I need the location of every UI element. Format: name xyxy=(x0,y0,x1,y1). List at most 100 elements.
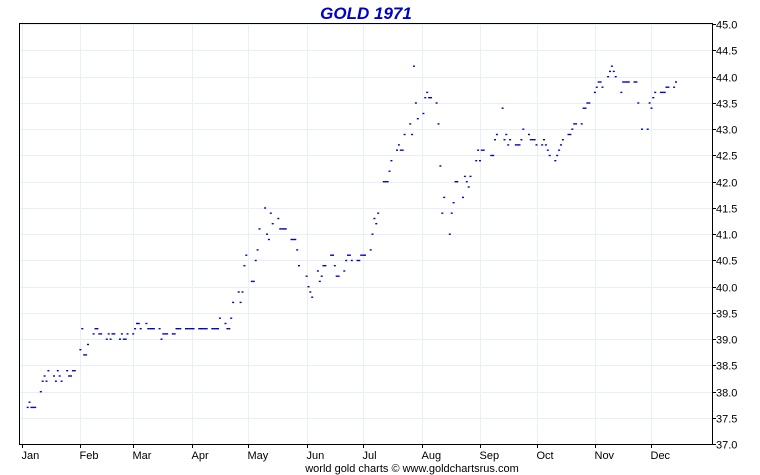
data-point xyxy=(541,144,544,146)
data-point xyxy=(330,254,333,256)
data-point xyxy=(26,406,29,409)
data-point xyxy=(633,81,636,83)
data-point xyxy=(675,81,677,83)
data-point xyxy=(179,328,182,330)
data-point xyxy=(614,76,617,78)
data-point xyxy=(659,91,662,94)
data-point xyxy=(441,212,444,214)
data-point xyxy=(397,144,400,146)
data-point xyxy=(501,107,504,109)
data-point xyxy=(205,328,208,330)
data-point xyxy=(164,333,167,335)
data-point xyxy=(252,280,255,283)
data-point xyxy=(200,328,202,330)
data-point xyxy=(73,370,76,372)
data-point xyxy=(573,123,576,125)
data-point xyxy=(109,338,112,340)
data-point xyxy=(465,181,468,183)
data-point xyxy=(612,70,615,73)
data-point xyxy=(554,160,557,162)
data-point xyxy=(324,265,327,267)
y-tick-label: 37.5 xyxy=(716,414,737,426)
data-point xyxy=(426,91,429,94)
data-point xyxy=(479,160,481,162)
data-point xyxy=(39,391,42,393)
y-tick-label: 45.0 xyxy=(716,20,737,32)
data-point xyxy=(294,238,297,241)
x-tick-label: Sep xyxy=(480,450,500,462)
data-point xyxy=(250,280,253,283)
data-point xyxy=(305,275,308,277)
data-point xyxy=(456,181,459,183)
data-point xyxy=(298,265,300,267)
data-point xyxy=(177,328,180,330)
data-point xyxy=(439,165,442,167)
y-tick-label: 44.5 xyxy=(716,46,737,58)
data-point xyxy=(448,233,451,235)
data-point xyxy=(292,238,295,241)
data-point xyxy=(85,354,88,356)
data-point xyxy=(152,328,155,330)
data-point xyxy=(230,317,233,319)
data-point xyxy=(283,228,285,230)
data-point xyxy=(107,333,110,335)
grid-layer xyxy=(20,24,712,445)
data-point xyxy=(522,128,525,130)
data-point xyxy=(113,333,116,335)
y-tick-label: 43.0 xyxy=(716,125,737,137)
data-point xyxy=(158,328,161,330)
data-point xyxy=(593,91,596,94)
data-point xyxy=(171,333,174,335)
data-point xyxy=(610,65,613,67)
data-point xyxy=(469,175,472,178)
data-point xyxy=(424,97,427,99)
data-point xyxy=(241,291,244,293)
data-point xyxy=(401,149,404,151)
data-point xyxy=(198,328,201,330)
data-point xyxy=(320,275,323,277)
data-point xyxy=(452,202,455,204)
y-tick-label: 42.5 xyxy=(716,151,737,163)
data-point xyxy=(454,181,457,183)
y-tick-label: 38.5 xyxy=(716,361,737,373)
data-point xyxy=(654,91,657,94)
data-point xyxy=(561,139,564,141)
data-point xyxy=(411,133,414,136)
data-point xyxy=(237,291,240,293)
data-point xyxy=(332,254,334,256)
data-point xyxy=(105,338,108,340)
data-point xyxy=(607,76,610,78)
data-point xyxy=(597,81,600,83)
data-point xyxy=(316,270,319,272)
data-point xyxy=(137,322,140,325)
data-point xyxy=(43,375,46,377)
data-point xyxy=(348,254,351,256)
data-point xyxy=(226,328,229,330)
data-point xyxy=(627,81,630,83)
data-point xyxy=(258,228,261,230)
data-point xyxy=(264,207,267,209)
data-point xyxy=(531,139,534,141)
data-point xyxy=(369,249,372,251)
data-point xyxy=(475,160,478,162)
data-point xyxy=(217,328,219,330)
data-point xyxy=(533,139,536,141)
data-point xyxy=(648,102,651,104)
data-point xyxy=(494,139,496,141)
data-point xyxy=(414,102,417,104)
data-point xyxy=(71,370,74,372)
data-point xyxy=(311,296,314,298)
data-point xyxy=(544,144,547,146)
data-point xyxy=(188,328,191,330)
data-point xyxy=(586,102,589,104)
x-tick-label: Aug xyxy=(422,450,442,462)
data-point xyxy=(318,280,321,283)
data-point xyxy=(375,223,378,225)
data-point xyxy=(166,333,169,335)
data-point xyxy=(637,102,640,104)
data-point xyxy=(386,181,389,183)
data-point xyxy=(58,375,61,377)
data-point xyxy=(529,139,532,141)
data-point xyxy=(463,175,466,178)
data-point xyxy=(281,228,284,230)
